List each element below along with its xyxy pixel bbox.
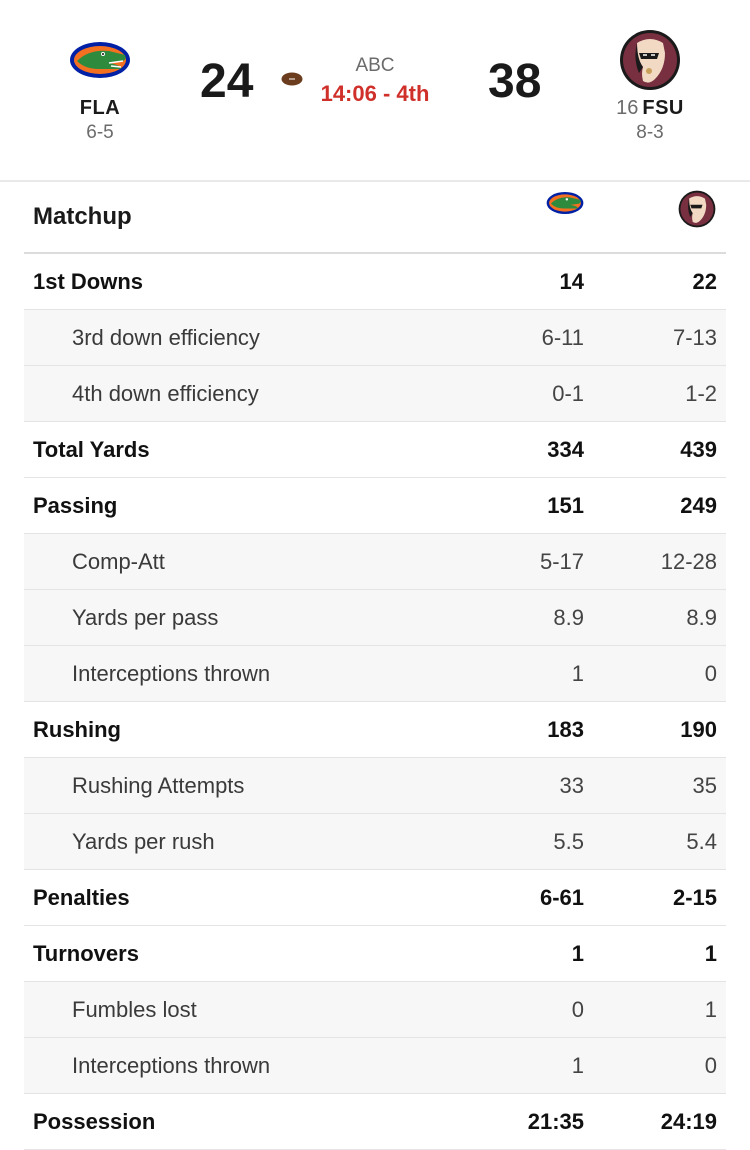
stat-home-value: 5.4	[686, 828, 717, 854]
stat-home-value: 22	[692, 268, 717, 294]
stat-row: 1st Downs 14 22	[24, 254, 726, 310]
stat-home-value: 0	[704, 660, 717, 686]
stat-home-value: 1-2	[685, 380, 717, 406]
stat-row: Yards per rush 5.5 5.4	[24, 814, 726, 870]
away-team-abbr: FLA	[79, 97, 121, 119]
scoreboard-header: FLA 6-5 24 ABC 14:06 - 4th 38 16 FS	[0, 0, 750, 182]
stat-label: 4th down efficiency	[72, 380, 259, 406]
stat-label: Interceptions thrown	[72, 1052, 271, 1078]
stat-home-value: 8.9	[686, 604, 717, 630]
stat-home-value: 439	[680, 436, 717, 462]
stat-away-value: 21:35	[527, 1108, 584, 1134]
stat-row: Interceptions thrown 1 0	[24, 1038, 726, 1094]
stat-home-value: 2-15	[672, 884, 717, 910]
stat-away-value: 5-17	[539, 548, 584, 574]
stat-home-value: 249	[680, 492, 717, 518]
stat-label: Turnovers	[33, 940, 139, 966]
stat-away-value: 0-1	[552, 380, 584, 406]
stat-label: Yards per rush	[72, 828, 215, 854]
game-clock: 14:06 - 4th	[320, 81, 430, 106]
stat-row: Penalties 6-61 2-15	[24, 870, 726, 926]
football-possession-icon	[281, 72, 303, 91]
stat-away-value: 183	[547, 716, 584, 742]
stat-label: 1st Downs	[33, 268, 144, 294]
stat-row: Rushing Attempts 33 35	[24, 758, 726, 814]
stat-label: Interceptions thrown	[72, 660, 271, 686]
stat-label: Possession	[33, 1108, 156, 1134]
stat-away-value: 151	[547, 492, 584, 518]
stat-home-value: 190	[680, 716, 717, 742]
stat-away-value: 334	[547, 436, 584, 462]
stat-away-value: 33	[559, 772, 584, 798]
stat-row: Comp-Att 5-17 12-28	[24, 534, 726, 590]
away-score: 24	[200, 55, 254, 108]
stat-row: 4th down efficiency 0-1 1-2	[24, 366, 726, 422]
stat-row: Total Yards 334 439	[24, 422, 726, 478]
stat-away-value: 8.9	[553, 604, 584, 630]
stat-label: Comp-Att	[72, 548, 165, 574]
stat-home-value: 7-13	[672, 324, 717, 350]
game-status: ABC 14:06 - 4th	[300, 54, 450, 108]
matchup-header: Matchup	[24, 182, 726, 254]
home-team-abbr: FSU	[642, 97, 684, 119]
stat-label: 3rd down efficiency	[72, 324, 260, 350]
stat-away-value: 6-11	[541, 324, 584, 350]
stat-home-value: 12-28	[660, 548, 717, 574]
stat-away-value: 1	[571, 1052, 584, 1078]
stat-row: 3rd down efficiency 6-11 7-13	[24, 310, 726, 366]
seminole-logo-icon	[618, 28, 682, 92]
stat-label: Yards per pass	[72, 604, 219, 630]
home-team[interactable]: 16 FSU 8-3	[580, 28, 720, 145]
stat-away-value: 1	[571, 940, 584, 966]
home-score: 38	[488, 55, 542, 108]
gator-logo-small-icon	[546, 190, 584, 221]
stat-row: Rushing 183 190	[24, 702, 726, 758]
stat-row: Interceptions thrown 1 0	[24, 646, 726, 702]
stat-label: Fumbles lost	[72, 996, 197, 1022]
tv-network: ABC	[355, 55, 395, 76]
home-team-record: 8-3	[636, 122, 664, 143]
stat-home-value: 24:19	[660, 1108, 717, 1134]
stat-row: Passing 151 249	[24, 478, 726, 534]
stat-label: Passing	[33, 492, 118, 518]
seminole-logo-small-icon	[678, 190, 716, 233]
stat-away-value: 1	[571, 660, 584, 686]
stat-home-value: 1	[704, 940, 717, 966]
stat-away-value: 5.5	[553, 828, 584, 854]
stat-home-value: 0	[704, 1052, 717, 1078]
stat-label: Rushing Attempts	[72, 772, 245, 798]
stat-away-value: 14	[559, 268, 584, 294]
stat-row: Possession 21:35 24:19	[24, 1094, 726, 1150]
away-team[interactable]: FLA 6-5	[30, 28, 170, 145]
stat-row: Fumbles lost 0 1	[24, 982, 726, 1038]
stat-label: Total Yards	[33, 436, 150, 462]
home-team-rank: 16	[616, 97, 639, 119]
stat-rows: 1st Downs 14 22 3rd down efficiency 6-11 7-13…	[24, 254, 726, 1150]
stat-label: Rushing	[33, 716, 121, 742]
stat-home-value: 35	[692, 772, 717, 798]
gator-logo-icon	[68, 28, 132, 92]
stat-label: Penalties	[33, 884, 130, 910]
stat-row: Turnovers 1 1	[24, 926, 726, 982]
stat-away-value: 0	[571, 996, 584, 1022]
matchup-title: Matchup	[33, 203, 132, 230]
matchup-table: Matchup 1st Downs 14 22 3rd down efficiency…	[24, 182, 726, 1150]
away-team-record: 6-5	[86, 122, 114, 143]
stat-home-value: 1	[704, 996, 717, 1022]
stat-row: Yards per pass 8.9 8.9	[24, 590, 726, 646]
stat-away-value: 6-61	[539, 884, 584, 910]
